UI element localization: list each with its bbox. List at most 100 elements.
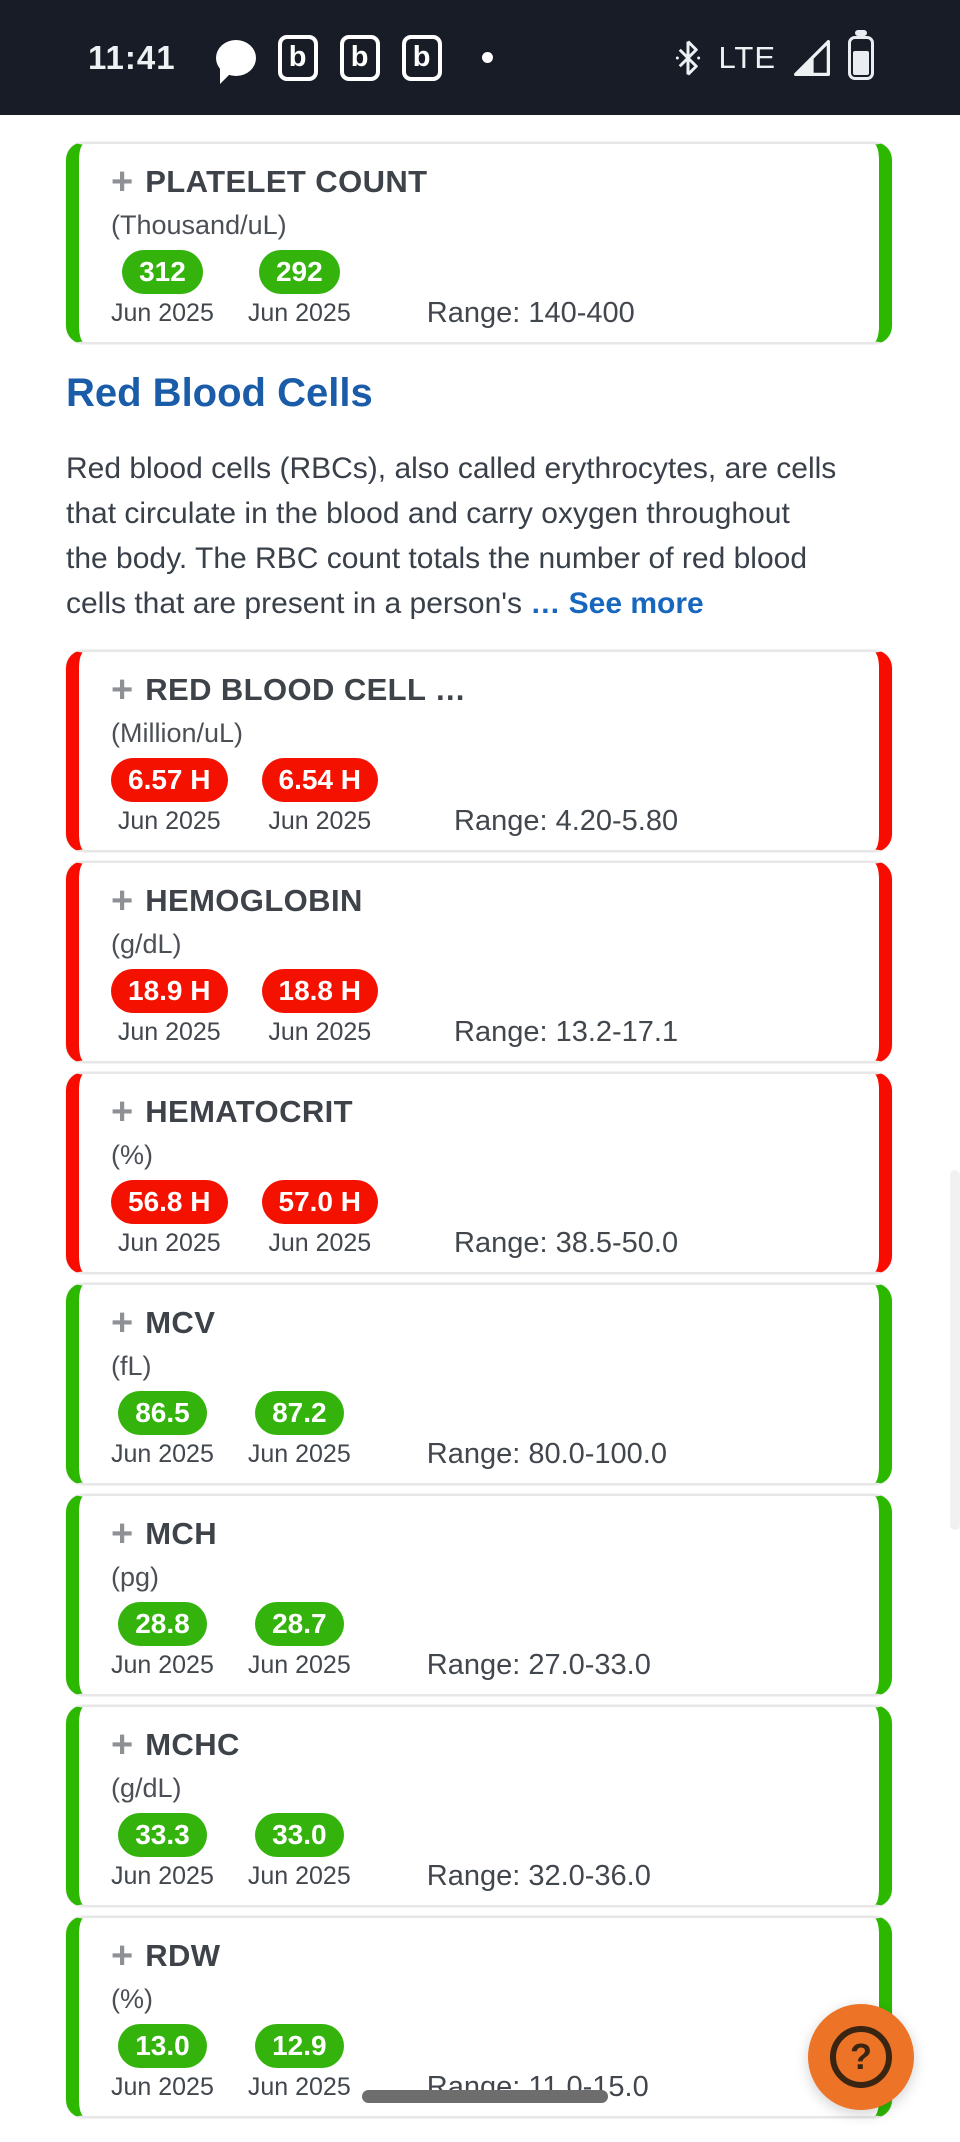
value-date: Jun 2025 <box>117 1229 221 1257</box>
value-badge: 13.0 <box>118 2024 207 2068</box>
metric-title-row: + HEMOGLOBIN <box>111 881 849 921</box>
metric-title: MCH <box>145 1516 218 1551</box>
value-badge: 6.57 H <box>111 758 228 802</box>
value-badge: 18.9 H <box>111 969 228 1013</box>
description-line: Red blood cells (RBCs), also called eryt… <box>66 452 837 485</box>
metric-title-row: + PLATELET COUNT <box>111 162 849 202</box>
value-date: Jun 2025 <box>247 1651 351 1679</box>
section-description: Red blood cells (RBCs), also called eryt… <box>66 446 892 626</box>
horizontal-scrollbar[interactable] <box>362 2090 608 2103</box>
value-badge: 56.8 H <box>111 1180 228 1224</box>
plus-expand-icon[interactable]: + <box>111 1513 134 1555</box>
metric-values-row: 28.8 Jun 2025 28.7 Jun 2025 Range: 27.0-… <box>111 1602 849 1681</box>
value-date: Jun 2025 <box>247 2073 351 2101</box>
plus-expand-icon[interactable]: + <box>111 669 134 711</box>
metric-unit: (g/dL) <box>111 929 182 959</box>
metric-title: HEMOGLOBIN <box>145 883 363 918</box>
battery-icon <box>848 29 874 80</box>
range-label: Range: 13.2-17.1 <box>454 1016 679 1048</box>
value-column: 56.8 H Jun 2025 <box>111 1180 228 1258</box>
value-column: 57.0 H Jun 2025 <box>261 1180 378 1258</box>
value-badge: 33.3 <box>118 1813 207 1857</box>
value-column: 86.5 Jun 2025 <box>111 1391 214 1469</box>
results-page: + PLATELET COUNT (Thousand/uL) 312 Jun 2… <box>0 115 960 2118</box>
metric-card[interactable]: + MCH (pg) 28.8 Jun 2025 28.7 Jun 2025 R… <box>66 1494 892 1696</box>
plus-expand-icon[interactable]: + <box>111 1724 134 1766</box>
bluetooth-icon <box>674 39 702 76</box>
value-column: 87.2 Jun 2025 <box>248 1391 351 1469</box>
metric-title-row: + MCHC <box>111 1725 849 1765</box>
metric-title-row: + HEMATOCRIT <box>111 1092 849 1132</box>
plus-expand-icon[interactable]: + <box>111 880 134 922</box>
value-badge: 28.8 <box>118 1602 207 1646</box>
metric-title-row: + MCV <box>111 1303 849 1343</box>
question-mark-icon: ? <box>830 2026 892 2088</box>
value-badge: 87.2 <box>255 1391 344 1435</box>
metric-values-row: 86.5 Jun 2025 87.2 Jun 2025 Range: 80.0-… <box>111 1391 849 1470</box>
metric-unit: (Thousand/uL) <box>111 210 287 240</box>
value-date: Jun 2025 <box>111 2073 214 2101</box>
value-column: 18.9 H Jun 2025 <box>111 969 228 1047</box>
value-column: 312 Jun 2025 <box>111 250 214 328</box>
range-label: Range: 80.0-100.0 <box>426 1438 667 1470</box>
value-date: Jun 2025 <box>117 807 221 835</box>
value-badge: 28.7 <box>255 1602 344 1646</box>
metric-title-row: + RED BLOOD CELL … <box>111 670 849 710</box>
value-date: Jun 2025 <box>268 807 372 835</box>
plus-expand-icon[interactable]: + <box>111 1302 134 1344</box>
app-notification-icon: b <box>277 34 318 81</box>
metric-card[interactable]: + RDW (%) 13.0 Jun 2025 12.9 Jun 2025 Ra… <box>66 1916 892 2118</box>
range-label: Range: 4.20-5.80 <box>454 805 679 837</box>
description-line: that circulate in the blood and carry ox… <box>66 497 790 530</box>
metric-values-row: 312 Jun 2025 292 Jun 2025 Range: 140-400 <box>111 250 849 329</box>
plus-expand-icon[interactable]: + <box>111 1935 134 1977</box>
metric-values-row: 6.57 H Jun 2025 6.54 H Jun 2025 Range: 4… <box>111 758 849 837</box>
metric-title-row: + MCH <box>111 1514 849 1554</box>
metric-title-row: + RDW <box>111 1936 849 1976</box>
network-type-label: LTE <box>718 39 776 75</box>
metric-values-row: 33.3 Jun 2025 33.0 Jun 2025 Range: 32.0-… <box>111 1813 849 1892</box>
metric-card[interactable]: + HEMOGLOBIN (g/dL) 18.9 H Jun 2025 18.8… <box>66 861 892 1063</box>
metric-unit: (%) <box>111 1984 153 2014</box>
value-column: 13.0 Jun 2025 <box>111 2024 214 2102</box>
plus-expand-icon[interactable]: + <box>111 161 134 203</box>
signal-strength-icon <box>792 39 832 76</box>
metric-values-row: 18.9 H Jun 2025 18.8 H Jun 2025 Range: 1… <box>111 969 849 1048</box>
value-column: 6.54 H Jun 2025 <box>261 758 378 836</box>
value-column: 12.9 Jun 2025 <box>248 2024 351 2102</box>
value-date: Jun 2025 <box>247 299 351 327</box>
metric-title: MCHC <box>145 1727 240 1762</box>
platelet-card-group: + PLATELET COUNT (Thousand/uL) 312 Jun 2… <box>66 142 892 344</box>
metric-card[interactable]: + PLATELET COUNT (Thousand/uL) 312 Jun 2… <box>66 142 892 344</box>
metric-unit: (g/dL) <box>111 1773 182 1803</box>
value-badge: 6.54 H <box>261 758 378 802</box>
description-line: cells that are present in a person's … S… <box>66 587 704 620</box>
metric-unit: (pg) <box>111 1562 160 1592</box>
value-date: Jun 2025 <box>247 1440 351 1468</box>
section-heading: Red Blood Cells <box>66 371 373 415</box>
value-date: Jun 2025 <box>117 1018 221 1046</box>
range-label: Range: 27.0-33.0 <box>426 1649 651 1681</box>
metric-title: MCV <box>145 1305 216 1340</box>
metric-title: RDW <box>145 1938 221 1973</box>
see-more-link[interactable]: … See more <box>530 587 704 620</box>
metric-card[interactable]: + RED BLOOD CELL … (Million/uL) 6.57 H J… <box>66 650 892 852</box>
metric-unit: (%) <box>111 1140 153 1170</box>
plus-expand-icon[interactable]: + <box>111 1091 134 1133</box>
value-badge: 57.0 H <box>261 1180 378 1224</box>
help-fab-button[interactable]: ? <box>808 2004 914 2110</box>
vertical-scrollbar[interactable] <box>950 1170 960 1530</box>
metric-card[interactable]: + MCHC (g/dL) 33.3 Jun 2025 33.0 Jun 202… <box>66 1705 892 1907</box>
metric-title: RED BLOOD CELL … <box>145 672 467 707</box>
metric-card[interactable]: + MCV (fL) 86.5 Jun 2025 87.2 Jun 2025 R… <box>66 1283 892 1485</box>
value-badge: 33.0 <box>255 1813 344 1857</box>
value-column: 33.3 Jun 2025 <box>111 1813 214 1891</box>
value-column: 6.57 H Jun 2025 <box>111 758 228 836</box>
value-date: Jun 2025 <box>111 1651 214 1679</box>
value-badge: 12.9 <box>255 2024 344 2068</box>
value-date: Jun 2025 <box>111 299 214 327</box>
value-date: Jun 2025 <box>111 1440 214 1468</box>
metric-card[interactable]: + HEMATOCRIT (%) 56.8 H Jun 2025 57.0 H … <box>66 1072 892 1274</box>
value-column: 28.8 Jun 2025 <box>111 1602 214 1680</box>
